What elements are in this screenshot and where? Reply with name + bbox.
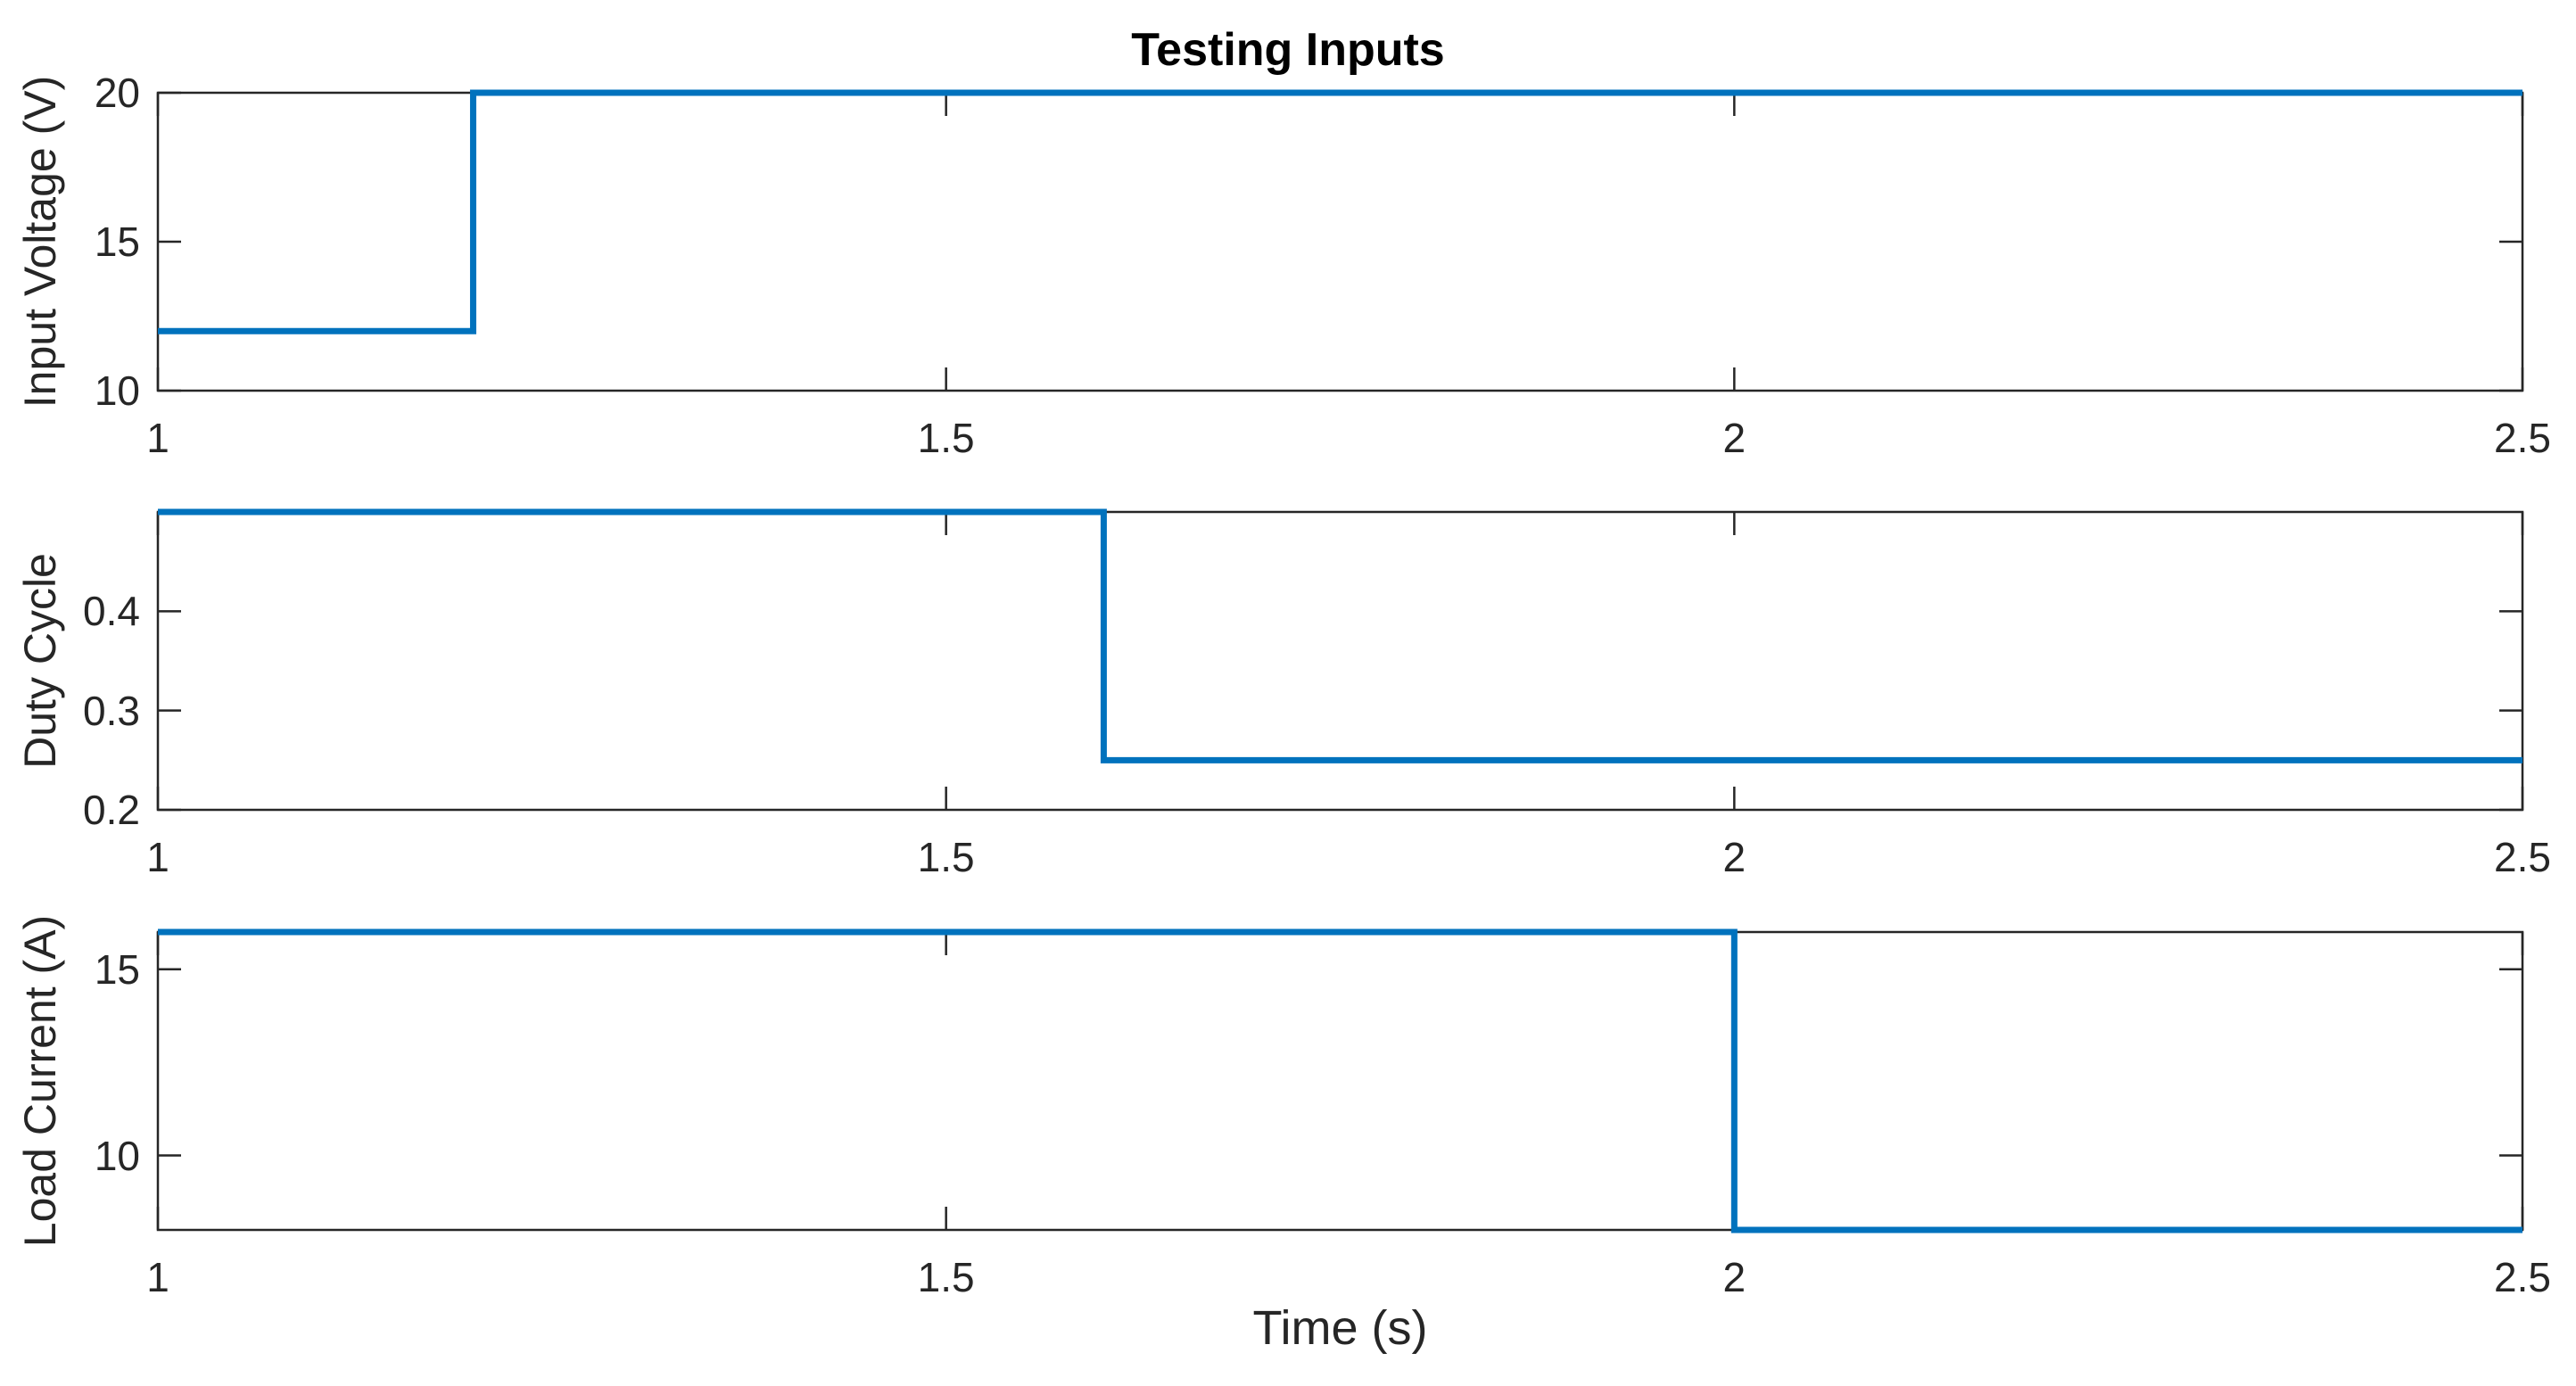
subplot-load-current xyxy=(156,928,2524,1233)
load-current-ytick-label-10: 10 xyxy=(94,1132,140,1179)
figure-title: Testing Inputs xyxy=(1131,24,1445,76)
load-current-tick-marks xyxy=(156,932,2524,1230)
duty-cycle-xtick-label-1: 1 xyxy=(146,834,169,880)
input-voltage-y-axis-label: Input Voltage (V) xyxy=(15,75,65,408)
subplot-duty-cycle xyxy=(156,508,2524,812)
input-voltage-xtick-label-2.5: 2.5 xyxy=(2494,415,2551,461)
x-axis-label: Time (s) xyxy=(1252,1301,1428,1355)
load-current-xtick-label-1.5: 1.5 xyxy=(917,1254,975,1300)
input-voltage-xtick-label-1: 1 xyxy=(146,415,169,461)
subplot-input-voltage xyxy=(156,89,2524,392)
duty-cycle-tick-marks xyxy=(156,512,2524,812)
load-current-axes-box xyxy=(156,930,2524,1232)
input-voltage-ytick-label-20: 20 xyxy=(94,70,140,116)
duty-cycle-ytick-label-0.2: 0.2 xyxy=(83,787,140,833)
duty-cycle-xtick-label-1.5: 1.5 xyxy=(917,834,975,880)
input-voltage-xtick-label-1.5: 1.5 xyxy=(917,415,975,461)
input-voltage-line xyxy=(158,89,2522,334)
duty-cycle-ytick-label-0.4: 0.4 xyxy=(83,588,140,635)
input-voltage-tick-marks xyxy=(156,91,2524,392)
load-current-xtick-label-1: 1 xyxy=(146,1254,169,1300)
duty-cycle-y-axis-label: Duty Cycle xyxy=(15,553,65,769)
duty-cycle-xtick-label-2: 2 xyxy=(1722,834,1746,880)
duty-cycle-ytick-label-0.3: 0.3 xyxy=(83,687,140,734)
input-voltage-ytick-label-10: 10 xyxy=(94,367,140,414)
load-current-ytick-label-15: 15 xyxy=(94,945,140,993)
load-current-line xyxy=(158,928,2522,1233)
input-voltage-xtick-label-2: 2 xyxy=(1722,415,1746,461)
duty-cycle-line xyxy=(158,508,2522,763)
duty-cycle-xtick-label-2.5: 2.5 xyxy=(2494,834,2551,880)
duty-cycle-axes-box xyxy=(156,510,2524,812)
input-voltage-ytick-label-15: 15 xyxy=(94,219,140,265)
load-current-xtick-label-2: 2 xyxy=(1722,1254,1746,1300)
input-voltage-axes-box xyxy=(156,91,2524,392)
load-current-y-axis-label: Load Current (A) xyxy=(15,914,65,1248)
load-current-xtick-label-2.5: 2.5 xyxy=(2494,1254,2551,1300)
